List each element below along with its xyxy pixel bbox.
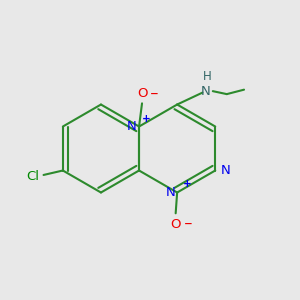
Text: −: − <box>150 89 159 99</box>
Text: Cl: Cl <box>26 170 39 183</box>
Text: +: + <box>142 113 151 124</box>
Text: −: − <box>184 219 193 229</box>
Text: N: N <box>221 164 231 177</box>
Text: N: N <box>126 120 136 133</box>
Text: O: O <box>170 218 181 231</box>
Text: H: H <box>202 70 211 83</box>
Text: +: + <box>182 179 191 189</box>
Text: N: N <box>166 186 176 199</box>
Text: O: O <box>137 87 147 101</box>
Text: N: N <box>200 85 210 98</box>
